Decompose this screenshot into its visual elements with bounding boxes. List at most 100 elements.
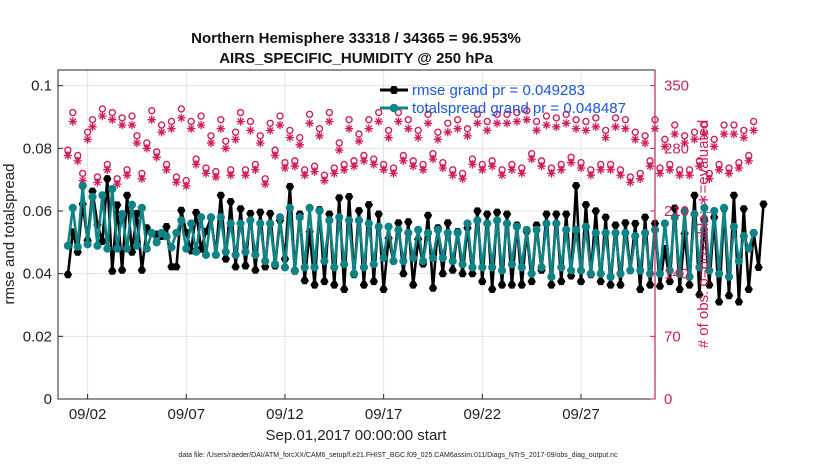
obs-evaluated-point [206, 138, 216, 148]
obs-evaluated-point [344, 124, 354, 133]
totalspread-point [710, 206, 719, 216]
obs-evaluated-point [157, 128, 166, 137]
totalspread-point [241, 247, 250, 256]
totalspread-point [162, 232, 171, 241]
obs-possible-point [730, 121, 738, 129]
obs-evaluated-point [655, 169, 665, 178]
y-tick-label: 0 [44, 391, 52, 408]
totalspread-point [700, 203, 709, 212]
obs-evaluated-point [660, 142, 670, 151]
obs-evaluated-point [695, 162, 704, 171]
rmse-point [108, 267, 117, 275]
obs-possible-point [552, 114, 561, 122]
totalspread-point [172, 228, 181, 238]
rmse-point [562, 210, 571, 218]
totalspread-point [522, 225, 531, 234]
x-tick-label: 09/17 [365, 406, 403, 423]
totalspread-point [330, 263, 339, 272]
obs-possible-point [710, 135, 718, 144]
obs-possible-point [118, 114, 126, 122]
totalspread-point [315, 206, 324, 216]
obs-possible-point [236, 108, 245, 117]
obs-evaluated-point [621, 124, 630, 133]
obs-possible-point [513, 108, 521, 117]
obs-evaluated-point [404, 124, 413, 133]
totalspread-point [680, 206, 689, 216]
obs-evaluated-point [488, 162, 497, 171]
rmse-point [162, 223, 171, 231]
totalspread-point [655, 269, 665, 278]
obs-evaluated-point [478, 165, 487, 174]
rmse-point [330, 281, 339, 289]
obs-evaluated-point [458, 174, 467, 183]
totalspread-point [310, 263, 319, 272]
totalspread-point [63, 241, 72, 250]
rmse-point [428, 284, 438, 292]
totalspread-point [626, 266, 635, 275]
totalspread-point [103, 244, 112, 253]
obs-evaluated-point [497, 171, 507, 180]
obs-evaluated-point [340, 165, 349, 174]
chart-title-line-2: AIRS_SPECIFIC_HUMIDITY @ 250 hPa [219, 50, 493, 67]
obs-evaluated-point [705, 174, 714, 183]
rmse-point [256, 208, 265, 216]
obs-evaluated-point [320, 176, 329, 185]
totalspread-point [438, 253, 447, 263]
totalspread-point [616, 269, 625, 278]
obs-evaluated-point [448, 171, 457, 180]
obs-evaluated-point [700, 129, 709, 139]
totalspread-point [344, 216, 354, 225]
totalspread-point [488, 263, 497, 272]
obs-evaluated-point [522, 115, 531, 124]
obs-evaluated-point [414, 133, 423, 142]
obs-evaluated-point [389, 169, 398, 178]
obs-possible-point [325, 108, 334, 117]
x-axis-label: Sep.01,2017 00:00:00 start [266, 427, 448, 444]
totalspread-point [108, 184, 117, 194]
totalspread-point [201, 250, 211, 259]
obs-possible-point [365, 115, 373, 124]
totalspread-point [137, 203, 146, 212]
rmse-point [640, 213, 650, 221]
totalspread-point [349, 269, 359, 278]
totalspread-point [275, 213, 285, 222]
obs-evaluated-point [300, 171, 309, 180]
right-axis-ticks: 0 70 140 210 280 350 [650, 78, 689, 408]
totalspread-point [300, 263, 309, 272]
totalspread-point [320, 257, 329, 266]
totalspread-point [552, 219, 561, 228]
totalspread-point [705, 266, 714, 275]
rmse-point [665, 277, 674, 286]
obs-evaluated-point [330, 169, 339, 178]
obs-possible-point [562, 110, 570, 119]
obs-evaluated-point [88, 122, 97, 131]
obs-evaluated-point [542, 120, 551, 130]
y-tick-label: 0.06 [23, 203, 52, 220]
obs-evaluated-point [729, 129, 739, 139]
totalspread-point [715, 269, 724, 278]
obs-evaluated-point [256, 138, 265, 148]
totalspread-point [182, 244, 191, 253]
rmse-point [675, 285, 684, 293]
obs-evaluated-point [117, 120, 127, 130]
totalspread-point [419, 257, 428, 266]
obs-evaluated-point [275, 120, 285, 130]
obs-evaluated-point [108, 115, 117, 124]
obs-evaluated-point [221, 144, 230, 153]
totalspread-point [325, 216, 334, 225]
obs-evaluated-point [315, 131, 324, 140]
obs-possible-point [394, 108, 403, 117]
obs-evaluated-point [744, 156, 753, 166]
rmse-point [443, 219, 452, 227]
obs-evaluated-point [152, 153, 161, 162]
obs-possible-point [404, 115, 413, 124]
rmse-point [246, 209, 255, 218]
rmse-point [221, 255, 230, 263]
obs-evaluated-point [512, 117, 522, 126]
rmse-point [310, 281, 319, 289]
obs-evaluated-point [335, 145, 344, 155]
totalspread-point [502, 219, 512, 228]
obs-evaluated-point [547, 169, 556, 178]
totalspread-point [147, 228, 156, 238]
totalspread-point [567, 266, 576, 275]
